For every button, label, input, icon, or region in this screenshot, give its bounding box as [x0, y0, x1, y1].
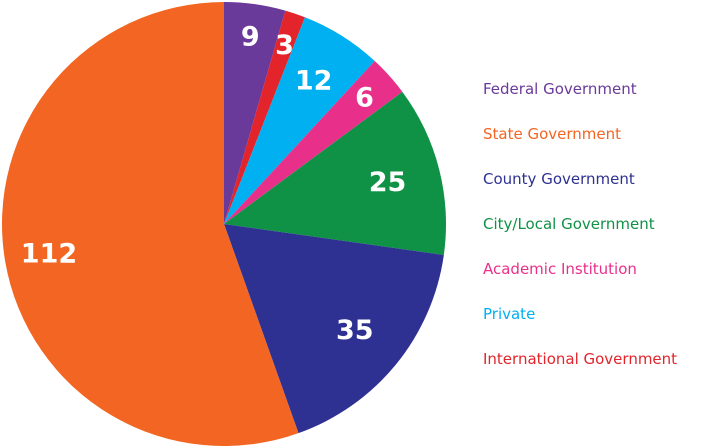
pie-slice-city-local-government [224, 91, 446, 255]
legend-item-international-government: International Government [483, 350, 677, 368]
pie-label-state-government: 112 [21, 239, 77, 270]
legend-item-private: Private [483, 305, 535, 323]
legend-item-academic-institution: Academic Institution [483, 260, 637, 278]
pie-slice-labels: 9 312 6 25 35 112 [21, 22, 407, 347]
pie-slice-international-government [224, 10, 305, 224]
pie-label-academic-institution: 6 [355, 83, 374, 114]
chart-legend: Federal Government State Government County… [483, 80, 677, 368]
pie-label-private: 12 [295, 66, 333, 97]
pie-slice-county-government [224, 224, 444, 434]
pie-slices [1, 2, 446, 446]
legend-item-city-local-government: City/Local Government [483, 215, 655, 233]
pie-slice-federal-government [224, 2, 286, 224]
pie-slice-academic-institution [224, 61, 403, 225]
pie-label-federal-government: 9 [241, 22, 260, 53]
pie-slice-private [224, 17, 375, 225]
pie-label-city-local-government: 25 [369, 167, 407, 198]
legend-item-county-government: County Government [483, 170, 635, 188]
pie-label-international-government: 3 [275, 30, 294, 61]
legend-item-federal-government: Federal Government [483, 80, 637, 98]
pie-label-county-government: 35 [336, 315, 374, 346]
pie-slice-state-government [1, 2, 299, 446]
legend-item-state-government: State Government [483, 125, 621, 143]
